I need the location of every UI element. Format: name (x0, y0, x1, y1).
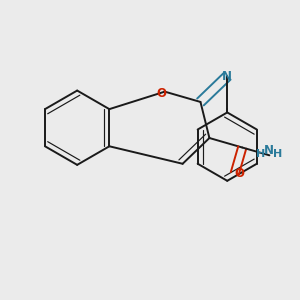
Text: N: N (222, 70, 232, 83)
Text: H: H (273, 149, 282, 159)
Text: O: O (235, 167, 244, 180)
Text: O: O (156, 87, 166, 100)
Text: N: N (264, 144, 274, 157)
Text: H: H (256, 149, 266, 159)
